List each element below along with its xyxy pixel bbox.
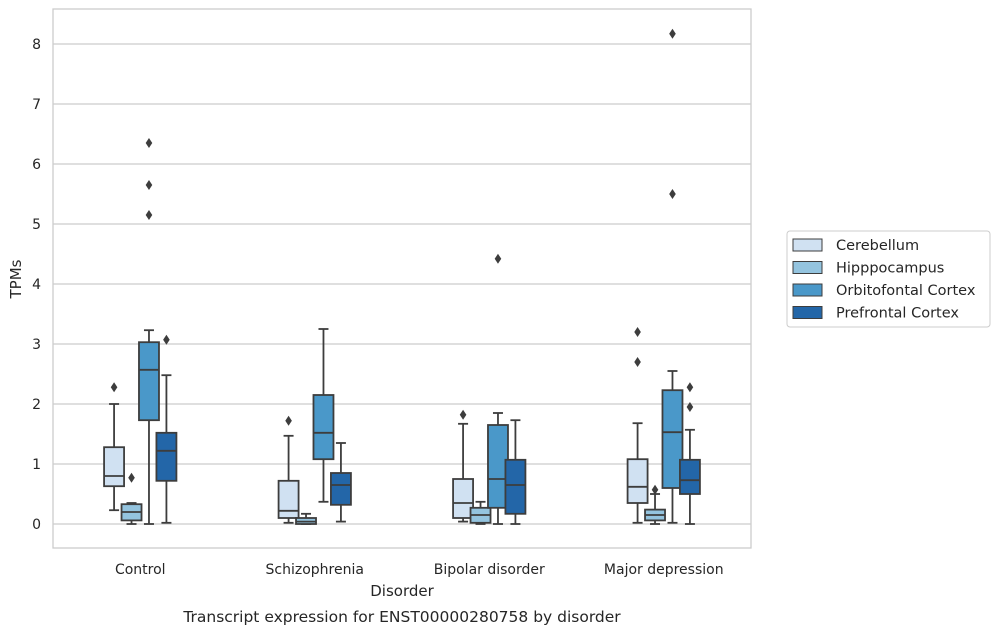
series-cerebellum: [103, 327, 649, 524]
legend-swatch: [792, 306, 823, 319]
x-tick-label: Schizophrenia: [266, 562, 364, 578]
legend-swatch: [792, 238, 823, 252]
box-control: [138, 138, 160, 525]
legend-label: Orbitofontal Cortex: [836, 283, 976, 299]
outlier-point: [686, 382, 694, 393]
outlier-point: [634, 327, 641, 337]
box-schizophrenia: [277, 415, 300, 524]
box-rect: [504, 458, 527, 515]
outlier-point: [128, 472, 135, 483]
box-rect: [626, 458, 649, 504]
box-plot-series: [103, 28, 701, 525]
box-major-depression: [679, 382, 701, 525]
series-hipppocampus: [120, 472, 666, 525]
box-schizophrenia: [295, 512, 317, 525]
y-tick-label: 8: [32, 37, 41, 53]
box-rect: [155, 431, 178, 482]
box-schizophrenia: [330, 442, 352, 523]
y-tick-label: 4: [32, 277, 41, 293]
outlier-point: [669, 28, 676, 39]
series-prefrontal-cortex: [155, 334, 701, 525]
outlier-point: [459, 409, 467, 420]
box-control: [155, 334, 178, 524]
x-axis-label: Disorder: [370, 582, 434, 600]
outlier-point: [110, 382, 118, 393]
x-tick-label: Major depression: [604, 562, 724, 578]
outlier-point: [494, 253, 502, 264]
box-control: [103, 382, 125, 512]
box-control: [120, 472, 143, 525]
legend-swatch: [792, 283, 823, 297]
box-major-depression: [644, 484, 666, 525]
box-rect: [679, 458, 701, 495]
outlier-point: [145, 180, 153, 190]
outlier-point: [634, 357, 641, 367]
y-tick-label: 0: [32, 517, 41, 533]
box-major-depression: [626, 327, 649, 524]
x-axis-ticks: Control Schizophrenia Bipolar disorder Majo…: [115, 562, 724, 578]
box-rect: [452, 478, 474, 519]
y-tick-label: 2: [32, 397, 41, 413]
legend-label: Prefrontal Cortex: [836, 306, 959, 322]
box-bipolar-disorder: [504, 419, 527, 525]
outlier-point: [686, 402, 694, 412]
y-tick-label: 5: [32, 217, 41, 233]
y-tick-label: 1: [32, 457, 41, 473]
outlier-point: [285, 415, 292, 426]
box-schizophrenia: [312, 328, 335, 503]
outlier-point: [145, 138, 153, 148]
box-rect: [138, 341, 160, 422]
y-axis-label: TPMs: [7, 259, 25, 299]
y-tick-label: 3: [32, 337, 41, 353]
x-tick-label: Control: [115, 562, 166, 578]
box-rect: [661, 389, 684, 489]
x-tick-label: Bipolar disorder: [434, 562, 545, 578]
legend-swatch: [792, 261, 823, 274]
box-bipolar-disorder: [452, 409, 474, 523]
series-orbitofontal-cortex: [138, 28, 684, 525]
y-tick-label: 7: [32, 97, 41, 113]
outlier-point: [669, 189, 676, 199]
outlier-point: [651, 484, 659, 495]
legend-frame: [786, 230, 991, 328]
box-bipolar-disorder: [469, 500, 492, 525]
box-rect: [312, 394, 335, 461]
y-tick-label: 6: [32, 157, 41, 173]
outlier-point: [163, 334, 170, 345]
box-rect: [330, 472, 352, 506]
outlier-point: [145, 210, 153, 220]
legend-label: Hipppocampus: [836, 261, 944, 277]
box-rect: [103, 446, 125, 488]
box-major-depression: [661, 28, 684, 524]
legend-label: Cerebellum: [836, 238, 919, 254]
box-rect: [277, 479, 300, 519]
chart-caption: Transcript expression for ENST0000028075…: [182, 608, 621, 626]
plot-area-frame: [52, 8, 752, 549]
y-axis-ticks: 0 1 2 3 4 5 6 7 8: [32, 37, 41, 533]
legend: Cerebellum Hipppocampus Orbitofontal Corte…: [786, 230, 991, 328]
